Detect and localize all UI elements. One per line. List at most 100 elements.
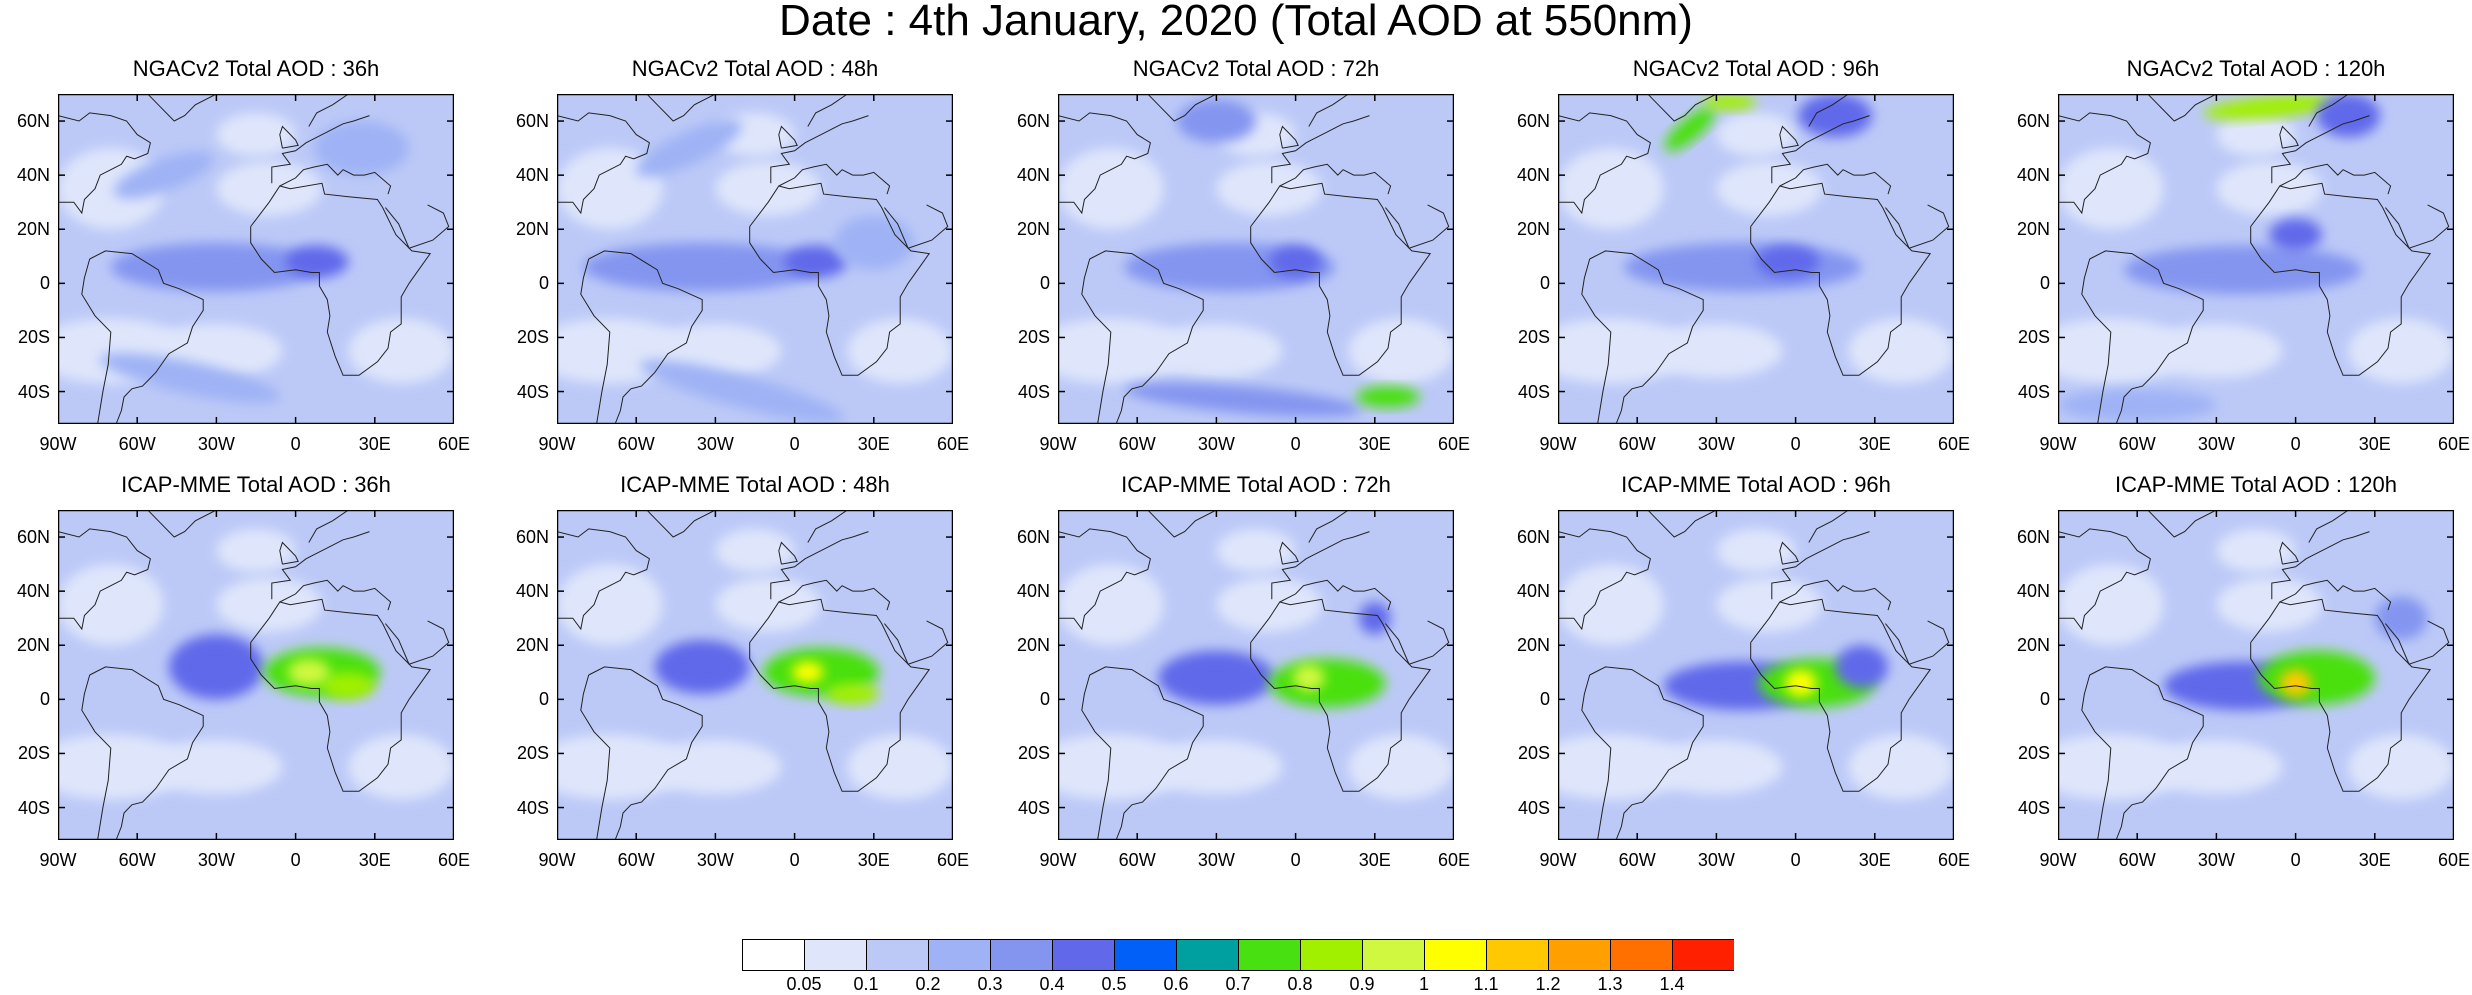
colorbar-swatch — [1672, 939, 1734, 971]
aod-plume — [1358, 601, 1391, 635]
aod-plume — [791, 661, 824, 684]
aod-map: 60N 40N 20N 0 20S 40S 90W 60W 30W 0 30E 60E — [17, 94, 470, 454]
lon-tick-label: 60W — [1118, 434, 1156, 454]
lat-tick-label: 40S — [2017, 381, 2050, 402]
lat-tick-label: 20N — [1016, 219, 1050, 240]
lon-tick-label: 60E — [936, 850, 970, 870]
lon-tick-label: 60E — [2437, 850, 2471, 870]
lon-tick-label: 60W — [118, 850, 156, 870]
lat-tick-label: 20N — [1516, 635, 1550, 656]
colorbar-swatch — [866, 939, 929, 971]
aod-plume — [287, 658, 330, 686]
aod-plume — [2279, 669, 2312, 697]
lon-tick-label: 60E — [437, 850, 471, 870]
aod-map: 60N 40N 20N 0 20S 40S 90W 60W 30W 0 30E 60E — [2017, 510, 2470, 870]
lon-tick-label: 60E — [1437, 850, 1471, 870]
lon-tick-label: 0 — [2290, 434, 2301, 454]
lon-tick-label: 30E — [2358, 850, 2391, 870]
map-panel: NGACv2 Total AOD : 72h 60N 40N 20N 0 20S 40S 90… — [1017, 56, 1470, 454]
lon-tick-label: 60E — [1937, 850, 1971, 870]
panel-title: NGACv2 Total AOD : 72h — [1132, 56, 1380, 81]
lat-tick-label: 40N — [1516, 581, 1550, 602]
lat-tick-label: 20S — [1517, 743, 1550, 764]
lat-tick-label: 40N — [515, 581, 549, 602]
aod-plume — [2258, 650, 2375, 705]
lat-tick-label: 40N — [515, 165, 549, 186]
aod-plume — [1624, 242, 1862, 292]
aod-map-canvas — [1558, 94, 1954, 424]
colorbar-level-label: 0.8 — [1287, 974, 1313, 994]
lon-tick-label: 30W — [1697, 434, 1735, 454]
lat-tick-label: 60N — [2016, 527, 2050, 548]
lat-tick-label: 20S — [1017, 327, 1050, 348]
colorbar-swatch — [1052, 939, 1115, 971]
aod-plume — [110, 242, 323, 292]
aod-plume — [1158, 650, 1275, 705]
lat-tick-label: 0 — [39, 689, 50, 710]
lon-tick-label: 30E — [857, 850, 890, 870]
panel-title: NGACv2 Total AOD : 96h — [1632, 56, 1880, 81]
panel-title: NGACv2 Total AOD : 120h — [2126, 56, 2386, 81]
lat-tick-label: 0 — [2039, 273, 2050, 294]
colorbar-level-label: 0.2 — [915, 974, 941, 994]
lat-tick-label: 0 — [538, 273, 549, 294]
colorbar-swatch — [1300, 939, 1363, 971]
lon-tick-label: 90W — [1539, 434, 1577, 454]
aod-plume — [2316, 94, 2381, 138]
lon-tick-label: 90W — [1039, 850, 1077, 870]
aod-map-canvas — [1058, 510, 1454, 840]
colorbar-swatch — [1238, 939, 1301, 971]
lon-tick-label: 30E — [358, 850, 391, 870]
panel-title: ICAP-MME Total AOD : 96h — [1621, 472, 1891, 497]
lat-tick-label: 40N — [16, 165, 50, 186]
map-panel: NGACv2 Total AOD : 96h 60N 40N 20N 0 20S 40S 90… — [1517, 56, 1970, 454]
lon-tick-label: 0 — [1790, 434, 1801, 454]
lon-tick-label: 60W — [617, 850, 655, 870]
lon-tick-label: 90W — [39, 850, 77, 870]
lat-tick-label: 20S — [17, 327, 50, 348]
lat-tick-label: 0 — [1039, 273, 1050, 294]
lon-tick-label: 60E — [2437, 434, 2471, 454]
lat-tick-label: 20N — [1516, 219, 1550, 240]
colorbar-level-label: 0.3 — [977, 974, 1003, 994]
lon-tick-label: 60W — [2118, 434, 2156, 454]
lat-tick-label: 0 — [1039, 689, 1050, 710]
aod-map: 60N 40N 20N 0 20S 40S 90W 60W 30W 0 30E 60E — [2017, 94, 2470, 454]
lon-tick-label: 30E — [358, 434, 391, 454]
lon-tick-label: 60W — [118, 434, 156, 454]
aod-map-canvas — [58, 94, 454, 424]
colorbar-swatch — [1548, 939, 1611, 971]
aod-plume — [285, 245, 349, 278]
lon-tick-label: 60E — [1437, 434, 1471, 454]
lat-tick-label: 60N — [16, 527, 50, 548]
colorbar-swatch — [1610, 939, 1673, 971]
panel-title: ICAP-MME Total AOD : 120h — [2114, 472, 2398, 497]
lon-tick-label: 30E — [1858, 434, 1891, 454]
aod-plume — [1292, 664, 1325, 692]
panel-title: NGACv2 Total AOD : 36h — [132, 56, 380, 81]
lon-tick-label: 30E — [1358, 850, 1391, 870]
aod-plume — [2374, 596, 2428, 640]
lon-tick-label: 90W — [39, 434, 77, 454]
lat-tick-label: 60N — [1016, 527, 1050, 548]
colorbar-swatch — [804, 939, 867, 971]
colorbar-level-label: 0.1 — [853, 974, 879, 994]
lon-tick-label: 90W — [1039, 434, 1077, 454]
lon-tick-label: 30E — [857, 434, 890, 454]
aod-plume — [1356, 386, 1420, 408]
lon-tick-label: 0 — [2290, 850, 2301, 870]
colorbar-level-label: 0.05 — [786, 974, 822, 994]
lat-tick-label: 20N — [1016, 635, 1050, 656]
lon-tick-label: 30W — [197, 434, 235, 454]
lat-tick-label: 60N — [1516, 111, 1550, 132]
lat-tick-label: 40S — [1517, 381, 1550, 402]
figure-title: Date : 4th January, 2020 (Total AOD at 5… — [779, 0, 1693, 45]
lat-tick-label: 60N — [1016, 111, 1050, 132]
lat-tick-label: 20N — [16, 635, 50, 656]
aod-plume — [1785, 669, 1817, 697]
colorbar-level-label: 1 — [1418, 974, 1429, 994]
lon-tick-label: 30E — [1358, 434, 1391, 454]
lat-tick-label: 20S — [516, 743, 549, 764]
aod-map-canvas — [1558, 510, 1954, 840]
aod-map-canvas — [58, 510, 454, 840]
